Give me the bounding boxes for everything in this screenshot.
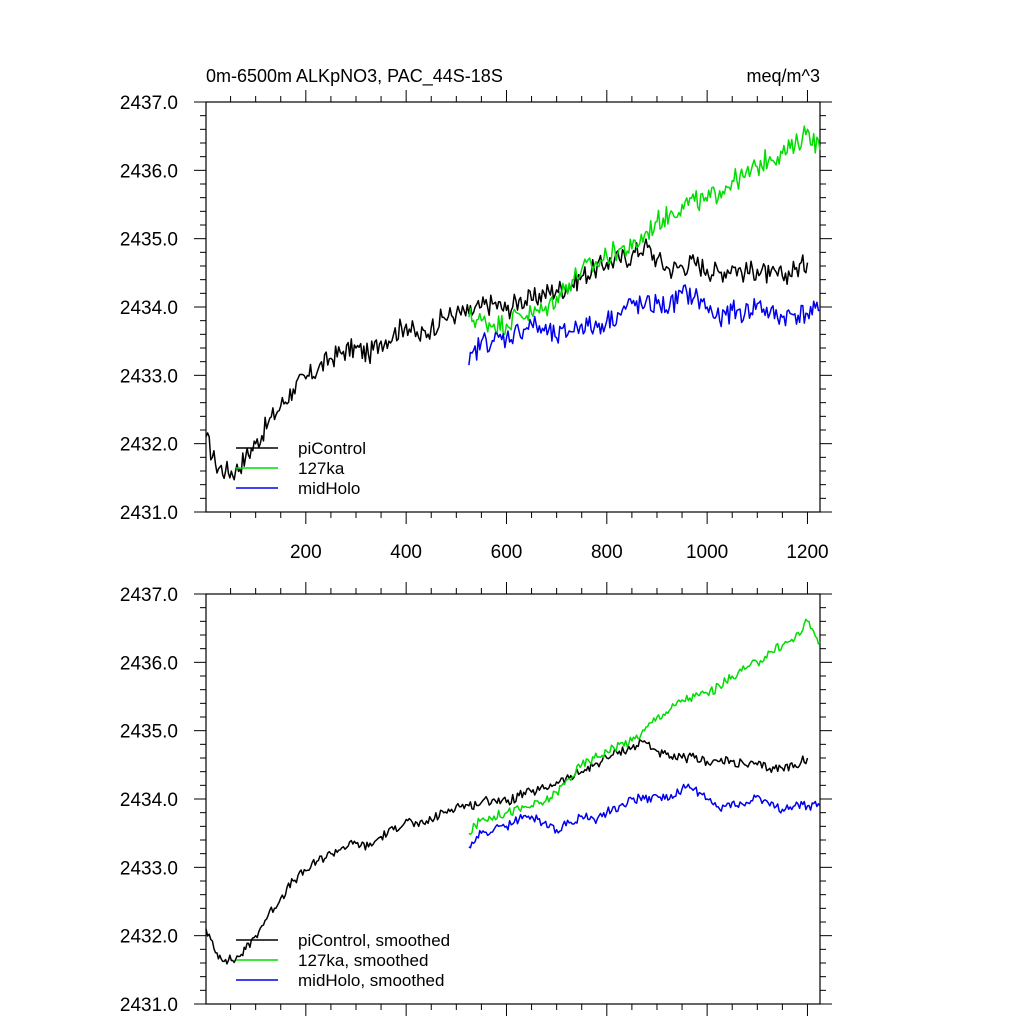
chart-title: 0m-6500m ALKpNO3, PAC_44S-18S	[206, 66, 503, 87]
y-tick-label: 2435.0	[120, 722, 178, 743]
x-tick-label: 1200	[786, 542, 828, 563]
x-tick-label: 600	[491, 542, 523, 563]
y-tick-label: 2433.0	[120, 366, 178, 387]
chart-units: meq/m^3	[747, 66, 820, 86]
legend-label: midHolo	[298, 479, 360, 498]
y-tick-label: 2436.0	[120, 161, 178, 182]
y-tick-label: 2433.0	[120, 858, 178, 879]
y-tick-label: 2432.0	[120, 435, 178, 456]
y-tick-label: 2432.0	[120, 927, 178, 948]
series-line-1	[205, 738, 809, 965]
legend-label: 127ka, smoothed	[298, 951, 428, 970]
legend-label: 127ka	[298, 459, 345, 478]
x-tick-label: 800	[591, 542, 623, 563]
series-line-3	[468, 783, 821, 849]
y-tick-label: 2431.0	[120, 995, 178, 1016]
y-tick-label: 2436.0	[120, 653, 178, 674]
y-tick-label: 2431.0	[120, 503, 178, 524]
x-tick-label: 200	[290, 542, 322, 563]
legend-label: midHolo, smoothed	[298, 971, 444, 990]
legend-label: piControl, smoothed	[298, 931, 450, 950]
x-tick-label: 400	[390, 542, 422, 563]
y-tick-label: 2437.0	[120, 93, 178, 114]
y-tick-label: 2434.0	[120, 298, 178, 319]
legend-label: piControl	[298, 439, 366, 458]
y-tick-label: 2434.0	[120, 790, 178, 811]
series-line-1	[205, 238, 809, 481]
panel-2: 2431.0 2432.0 2433.0 2434.0 2435.0 2436.0 2437…	[120, 582, 832, 1016]
series-line-3	[468, 284, 821, 366]
panel-1: 2431.0 2432.0 2433.0 2434.0 2435.0 2436.0 2437…	[120, 66, 832, 563]
y-tick-label: 2435.0	[120, 230, 178, 251]
series-line-2	[468, 618, 821, 836]
x-tick-label: 1000	[686, 542, 728, 563]
series-line-2	[468, 125, 821, 336]
y-tick-label: 2437.0	[120, 585, 178, 606]
